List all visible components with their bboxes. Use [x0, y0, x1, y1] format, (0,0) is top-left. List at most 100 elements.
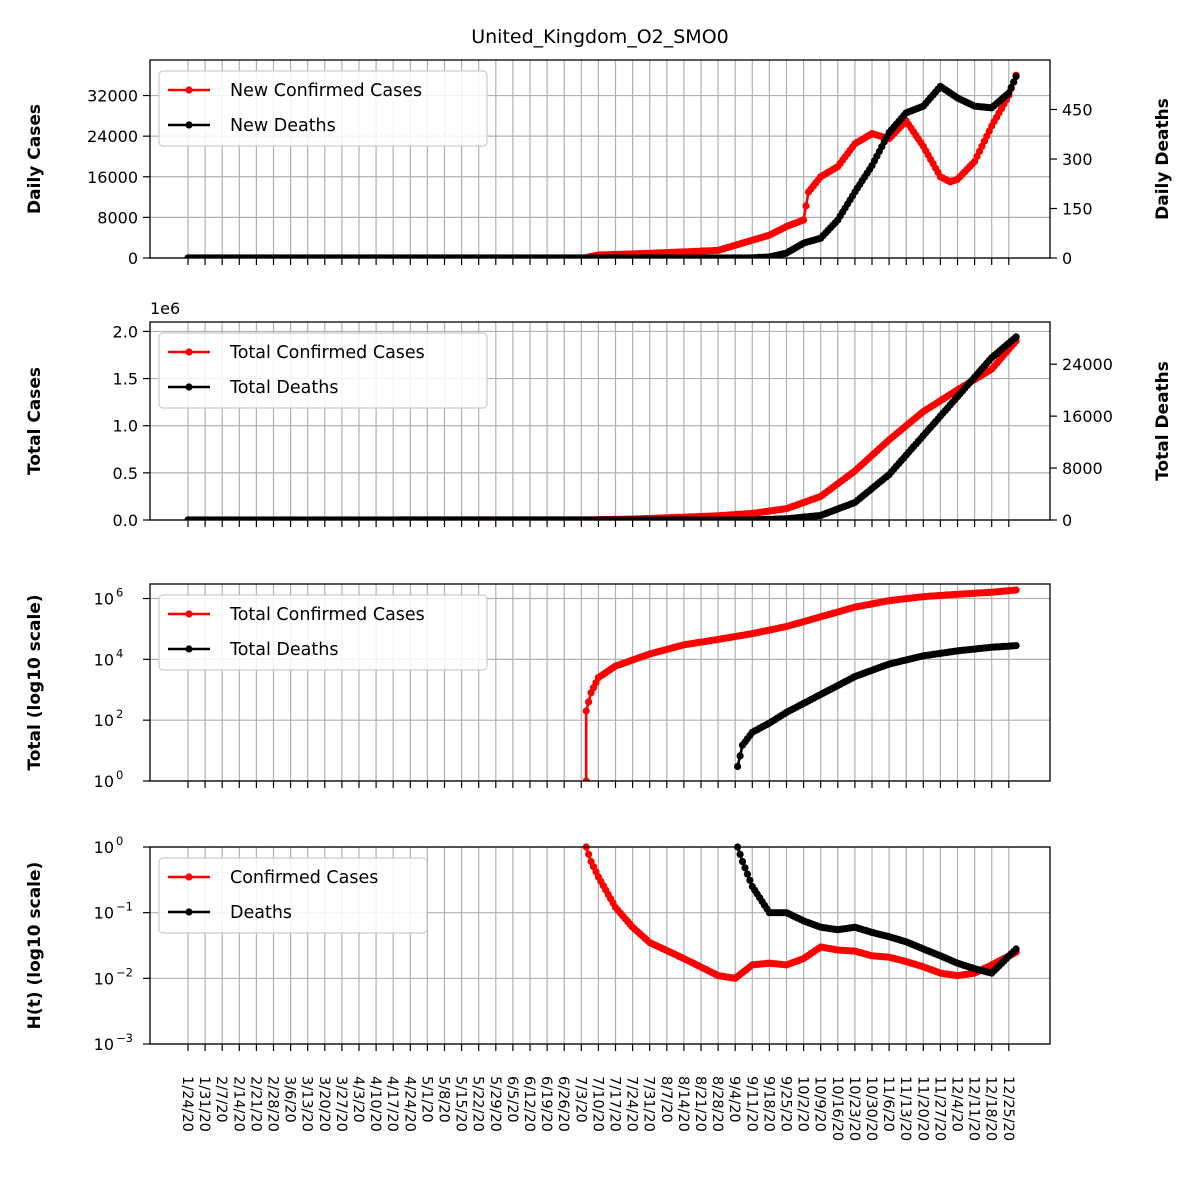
y-tick-label: 10 — [94, 904, 114, 923]
x-tick-label: 6/26/20 — [555, 1076, 571, 1132]
series-cases — [582, 843, 1020, 982]
legend: Total Confirmed Cases Total Deaths — [158, 332, 488, 409]
legend-label: New Confirmed Cases — [230, 81, 422, 101]
legend: Confirmed Cases Deaths — [158, 857, 428, 934]
legend-box — [158, 594, 488, 671]
axes-frame — [149, 59, 1051, 259]
x-tick-label: 8/21/20 — [692, 1076, 708, 1132]
y-tick-exponent: −2 — [116, 965, 133, 979]
x-tick-label: 4/3/20 — [350, 1076, 366, 1123]
x-tick-label: 2/7/20 — [213, 1076, 229, 1123]
y2-tick-label: 0 — [1062, 249, 1072, 268]
legend-label: Total Confirmed Cases — [229, 605, 425, 625]
y-tick-exponent: 0 — [116, 768, 123, 782]
series-line — [584, 588, 1017, 781]
data-point — [1012, 945, 1020, 953]
data-point — [734, 762, 742, 771]
y2-tick-label: 16000 — [1062, 407, 1113, 426]
legend: Total Confirmed Cases Total Deaths — [158, 594, 488, 671]
x-tick-label: 5/15/20 — [453, 1076, 469, 1132]
y-tick-exponent: 2 — [116, 707, 123, 721]
x-tick-label: 5/29/20 — [487, 1076, 503, 1132]
data-point — [738, 858, 747, 866]
x-tick-labels: 1/24/20 1/31/20 2/7/20 2/14/20 2/21/20 2/28/2… — [179, 1076, 1016, 1141]
x-tick-label: 11/13/20 — [897, 1076, 913, 1141]
x-tick-label: 9/18/20 — [760, 1076, 776, 1132]
y2-tick-label: 0 — [1062, 511, 1072, 530]
data-point — [736, 752, 744, 760]
x-tick-label: 10/9/20 — [812, 1076, 828, 1132]
x-tick-label: 4/17/20 — [384, 1076, 400, 1132]
x-tick-label: 6/19/20 — [538, 1076, 554, 1132]
x-tick-label: 3/20/20 — [316, 1076, 332, 1132]
y2-tick-label: 300 — [1062, 150, 1093, 169]
data-point — [585, 850, 593, 858]
x-tick-label: 4/10/20 — [367, 1076, 383, 1132]
data-point — [582, 707, 590, 715]
chart-title: United_Kingdom_O2_SMO0 — [471, 26, 729, 48]
x-tick-label: 11/6/20 — [880, 1076, 896, 1132]
data-point — [1012, 642, 1020, 650]
x-tick-label: 12/18/20 — [983, 1076, 999, 1141]
x-tick-label: 9/4/20 — [726, 1076, 742, 1123]
legend-marker — [185, 348, 193, 356]
x-tick-label: 8/7/20 — [658, 1076, 674, 1123]
x-tick-label: 5/1/20 — [418, 1076, 434, 1123]
x-tick-label: 7/31/20 — [641, 1076, 657, 1132]
x-tick-label: 10/2/20 — [795, 1076, 811, 1132]
data-point — [746, 876, 754, 884]
data-point — [1012, 72, 1020, 81]
y-tick-exponent: 4 — [116, 646, 123, 660]
legend-marker — [185, 610, 193, 618]
legend-marker — [185, 908, 193, 916]
axes-frame — [149, 583, 1051, 782]
y-tick-label: 8000 — [97, 208, 138, 227]
data-point — [582, 777, 590, 781]
x-tick-label: 7/3/20 — [572, 1076, 588, 1123]
legend-label: New Deaths — [230, 116, 336, 136]
y-tick-label: 0 — [128, 249, 138, 268]
data-point — [741, 864, 749, 872]
x-tick-label: 11/20/20 — [914, 1076, 930, 1141]
y-tick-label: 10 — [94, 650, 114, 669]
y-tick-label: 2.0 — [113, 322, 138, 341]
x-tick-label: 7/10/20 — [589, 1076, 605, 1132]
y-tick-label: 10 — [94, 590, 114, 609]
x-tick-label: 7/24/20 — [624, 1076, 640, 1132]
series-deaths — [734, 843, 1020, 977]
x-tick-label: 9/11/20 — [743, 1076, 759, 1132]
series-deaths — [734, 642, 1020, 771]
y-tick-label: 10 — [94, 711, 114, 730]
y-tick-label: 24000 — [87, 127, 138, 146]
y-tick-exponent: 6 — [116, 586, 123, 600]
y-axis-label: H(t) (log10 scale) — [25, 862, 45, 1030]
y-tick-label: 0.5 — [113, 464, 138, 483]
x-tick-label: 1/31/20 — [196, 1076, 212, 1132]
legend-label: Confirmed Cases — [230, 868, 378, 888]
legend-box — [158, 332, 488, 409]
x-tick-label: 6/5/20 — [504, 1076, 520, 1123]
y-axis-label: Daily Cases — [25, 104, 45, 214]
legend-box — [158, 70, 488, 147]
x-tick-label: 12/11/20 — [966, 1076, 982, 1141]
x-tick-label: 1/24/20 — [179, 1076, 195, 1132]
x-tick-label: 7/17/20 — [607, 1076, 623, 1132]
x-tick-label: 8/14/20 — [675, 1076, 691, 1132]
x-tick-label: 5/22/20 — [470, 1076, 486, 1132]
x-tick-label: 2/14/20 — [230, 1076, 246, 1132]
panel-1: 0 8000 16000 24000 32000 0 150 300 450 Daily Case… — [25, 59, 1173, 268]
x-tick-label: 12/25/20 — [1000, 1076, 1016, 1141]
x-tick-label: 11/27/20 — [931, 1076, 947, 1141]
y-tick-exponent: 0 — [116, 834, 123, 848]
y-axis-label: Total Cases — [25, 367, 45, 475]
x-tick-label: 8/28/20 — [709, 1076, 725, 1132]
x-tick-label: 3/6/20 — [282, 1076, 298, 1123]
y-tick-label: 10 — [94, 838, 114, 857]
x-tick-label: 12/4/20 — [949, 1076, 965, 1132]
series-cases — [582, 586, 1020, 781]
y-tick-exponent: −3 — [116, 1031, 133, 1045]
x-tick-label: 3/13/20 — [299, 1076, 315, 1132]
legend-label: Deaths — [230, 903, 292, 923]
